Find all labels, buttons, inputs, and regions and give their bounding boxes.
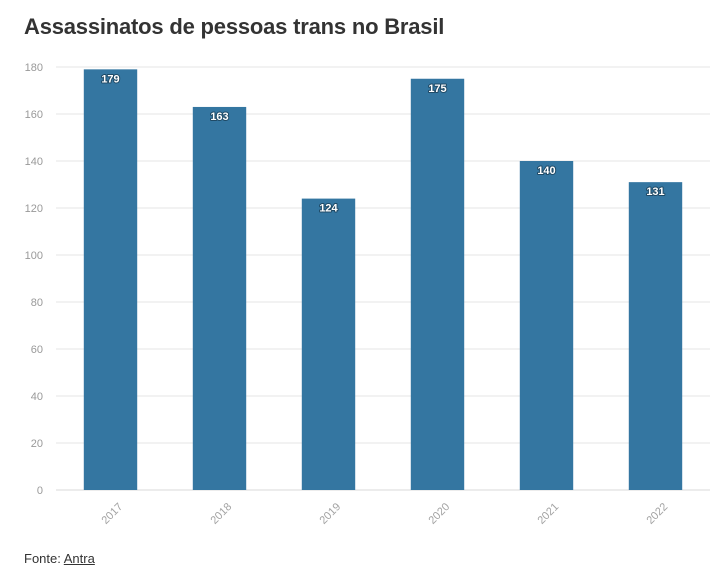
y-tick-label: 0 (37, 485, 43, 497)
bar-2021[interactable] (519, 161, 574, 490)
bar-value-label: 163 (210, 111, 228, 123)
bar-2018[interactable] (192, 106, 247, 490)
y-tick-label: 40 (31, 391, 43, 403)
x-tick-label: 2017 (99, 501, 125, 527)
data-labels-layer: 179 163 124 175 140 131 (100, 72, 665, 215)
x-tick-label: 2021 (535, 501, 561, 527)
x-axis: 2017 2018 2019 2020 2021 2022 (99, 501, 670, 527)
bar-chart: 0 20 40 60 80 100 120 140 160 180 179 163 124 175 140… (25, 62, 710, 527)
y-tick-label: 120 (25, 203, 43, 215)
y-axis: 0 20 40 60 80 100 120 140 160 180 (25, 62, 43, 497)
y-tick-label: 140 (25, 156, 43, 168)
y-tick-label: 80 (31, 297, 43, 309)
chart-title: Assassinatos de pessoas trans no Brasil (24, 14, 445, 39)
bars-layer (83, 69, 683, 490)
source-link[interactable]: Antra (63, 551, 95, 566)
bar-2019[interactable] (301, 198, 356, 490)
x-tick-label: 2020 (426, 501, 452, 527)
x-tick-label: 2019 (317, 501, 343, 527)
y-tick-label: 160 (25, 109, 43, 121)
bar-2020[interactable] (410, 78, 465, 490)
bar-value-label: 124 (319, 203, 338, 215)
y-tick-label: 60 (31, 344, 43, 356)
bar-value-label: 175 (428, 83, 446, 95)
bar-value-label: 179 (101, 73, 119, 85)
y-tick-label: 100 (25, 250, 43, 262)
source-label: Fonte: (24, 551, 61, 566)
y-tick-label: 180 (25, 62, 43, 74)
grid-layer (56, 66, 710, 491)
bar-value-label: 131 (646, 186, 664, 198)
bar-2022[interactable] (628, 182, 683, 490)
x-tick-label: 2018 (208, 501, 234, 527)
bar-2017[interactable] (83, 69, 138, 490)
bar-value-label: 140 (537, 165, 555, 177)
y-tick-label: 20 (31, 438, 43, 450)
source-footer: Fonte: Antra (24, 551, 95, 566)
x-tick-label: 2022 (644, 501, 670, 527)
